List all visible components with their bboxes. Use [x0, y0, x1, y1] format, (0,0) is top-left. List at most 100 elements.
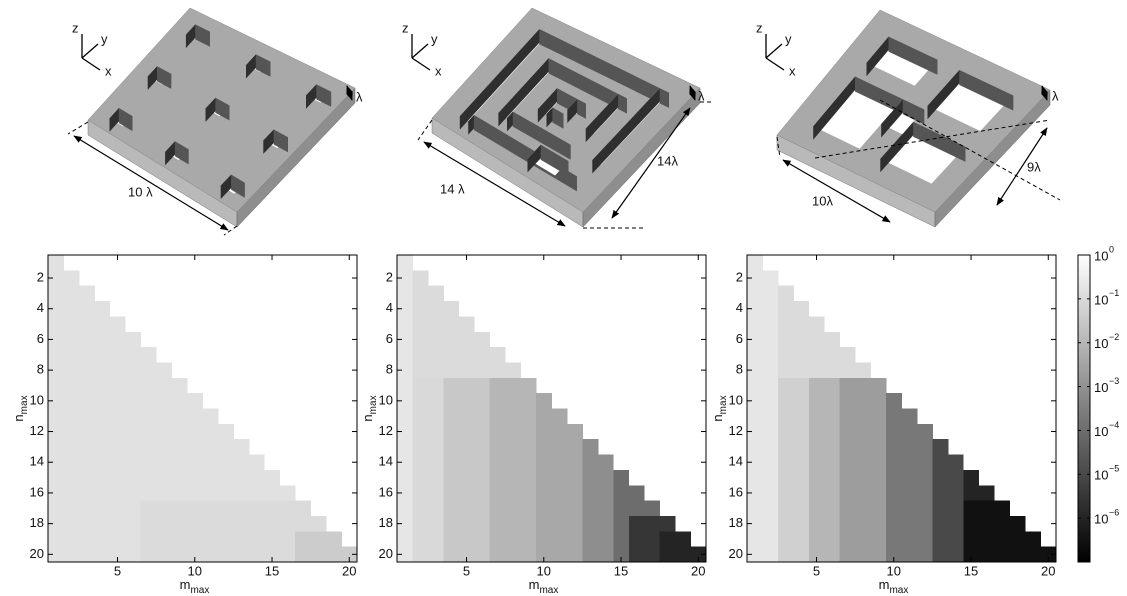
heatmap-cell: [443, 501, 459, 517]
heatmap-cell: [778, 455, 794, 471]
heatmap-cell: [141, 501, 157, 517]
heatmap-cell: [63, 531, 79, 547]
heatmap-cell: [582, 485, 598, 501]
heatmap-cell: [79, 439, 95, 455]
heatmap-cell: [63, 455, 79, 471]
heatmap-cell: [79, 301, 95, 317]
heatmap-cell: [203, 516, 219, 532]
heatmap-cell: [233, 516, 249, 532]
heatmap-cell: [474, 362, 490, 378]
heatmap-cell: [644, 547, 660, 563]
heatmap-cell: [141, 378, 157, 394]
heatmap-cell: [886, 409, 902, 425]
heatmap-cell: [63, 270, 79, 286]
heatmap-cell: [871, 485, 887, 501]
heatmap-cell: [79, 547, 95, 563]
heatmap-cell: [778, 470, 794, 486]
heatmap-cell: [141, 485, 157, 501]
heatmap-cell: [172, 501, 188, 517]
heatmap-cell: [218, 439, 234, 455]
heatmap-cell: [428, 378, 444, 394]
heatmap-cell: [397, 378, 413, 394]
heatmap-cell: [459, 485, 475, 501]
heatmap-cell: [762, 439, 778, 455]
heatmap-cell: [203, 531, 219, 547]
heatmap-cell: [963, 516, 979, 532]
heatmap-cell: [552, 409, 568, 425]
heatmap-cell: [156, 378, 172, 394]
heatmap-cell: [172, 378, 188, 394]
heatmap-cell: [747, 409, 763, 425]
heatmap-cell: [521, 485, 537, 501]
x-tick-label: 20: [691, 563, 705, 578]
heatmap-cell: [994, 501, 1010, 517]
y-tick-label: 8: [736, 362, 743, 377]
heatmap-cell: [443, 378, 459, 394]
colorbar-tick-label: 10: [1094, 424, 1108, 439]
heatmap-cell: [871, 501, 887, 517]
heatmap-cell: [443, 409, 459, 425]
heatmap-cell: [490, 409, 506, 425]
heatmap-cell: [110, 531, 126, 547]
x-tick-label: 15: [265, 563, 279, 578]
axis-label: z: [402, 20, 409, 35]
heatmap-cell: [187, 531, 203, 547]
heatmap-cell: [762, 470, 778, 486]
heatmap-cell: [412, 362, 428, 378]
heatmap-cell: [840, 547, 856, 563]
heatmap-cell: [48, 409, 64, 425]
axis-label: x: [789, 63, 796, 78]
heatmap-cell: [979, 501, 995, 517]
heatmap-cell: [187, 501, 203, 517]
heatmap-cell: [824, 470, 840, 486]
heatmap-cell: [809, 439, 825, 455]
y-tick-label: 14: [30, 454, 44, 469]
colorbar-tick-label: 10: [1094, 336, 1108, 351]
heatmap-cell: [778, 362, 794, 378]
heatmap-cell: [412, 332, 428, 348]
heatmap-cell: [932, 516, 948, 532]
heatmap-cell: [474, 470, 490, 486]
heatmap-cell: [187, 393, 203, 409]
heatmap-cell: [459, 409, 475, 425]
heatmap-cell: [63, 332, 79, 348]
y-tick-label: 18: [729, 515, 743, 530]
heatmap-cell: [521, 470, 537, 486]
dimension-label: λ: [698, 88, 705, 103]
heatmap-cell: [326, 547, 342, 563]
heatmap-cell: [233, 470, 249, 486]
heatmap-cell: [397, 470, 413, 486]
heatmap-cell: [948, 516, 964, 532]
heatmap-cell: [490, 347, 506, 363]
heatmap-cell: [48, 286, 64, 302]
heatmap-cell: [156, 547, 172, 563]
heatmap-cell: [172, 516, 188, 532]
heatmap-cell: [490, 516, 506, 532]
heatmap-cell: [474, 455, 490, 471]
heatmap-cell: [521, 409, 537, 425]
heatmap-cell: [443, 455, 459, 471]
heatmap-cell: [629, 516, 645, 532]
heatmap-cell: [629, 547, 645, 563]
heatmap-cell: [203, 424, 219, 440]
dimension-label: 14λ: [657, 153, 678, 168]
heatmap-cell: [747, 255, 763, 271]
heatmap-cell: [521, 516, 537, 532]
heatmap-cell: [824, 424, 840, 440]
heatmap-cell: [567, 485, 583, 501]
heatmap-cell: [840, 378, 856, 394]
heatmap-cell: [94, 439, 110, 455]
heatmap-cell: [110, 393, 126, 409]
heatmap-cell: [63, 516, 79, 532]
heatmap-cell: [793, 439, 809, 455]
heatmap-cell: [979, 485, 995, 501]
y-axis-label-main: n: [11, 414, 26, 421]
heatmap-cell: [490, 455, 506, 471]
heatmap-cell: [979, 516, 995, 532]
heatmap-cell: [886, 424, 902, 440]
heatmap-cell: [63, 470, 79, 486]
x-axis-label-main: m: [879, 577, 890, 592]
y-tick-label: 6: [37, 331, 44, 346]
heatmap-cell: [311, 516, 327, 532]
heatmap-cell: [552, 455, 568, 471]
